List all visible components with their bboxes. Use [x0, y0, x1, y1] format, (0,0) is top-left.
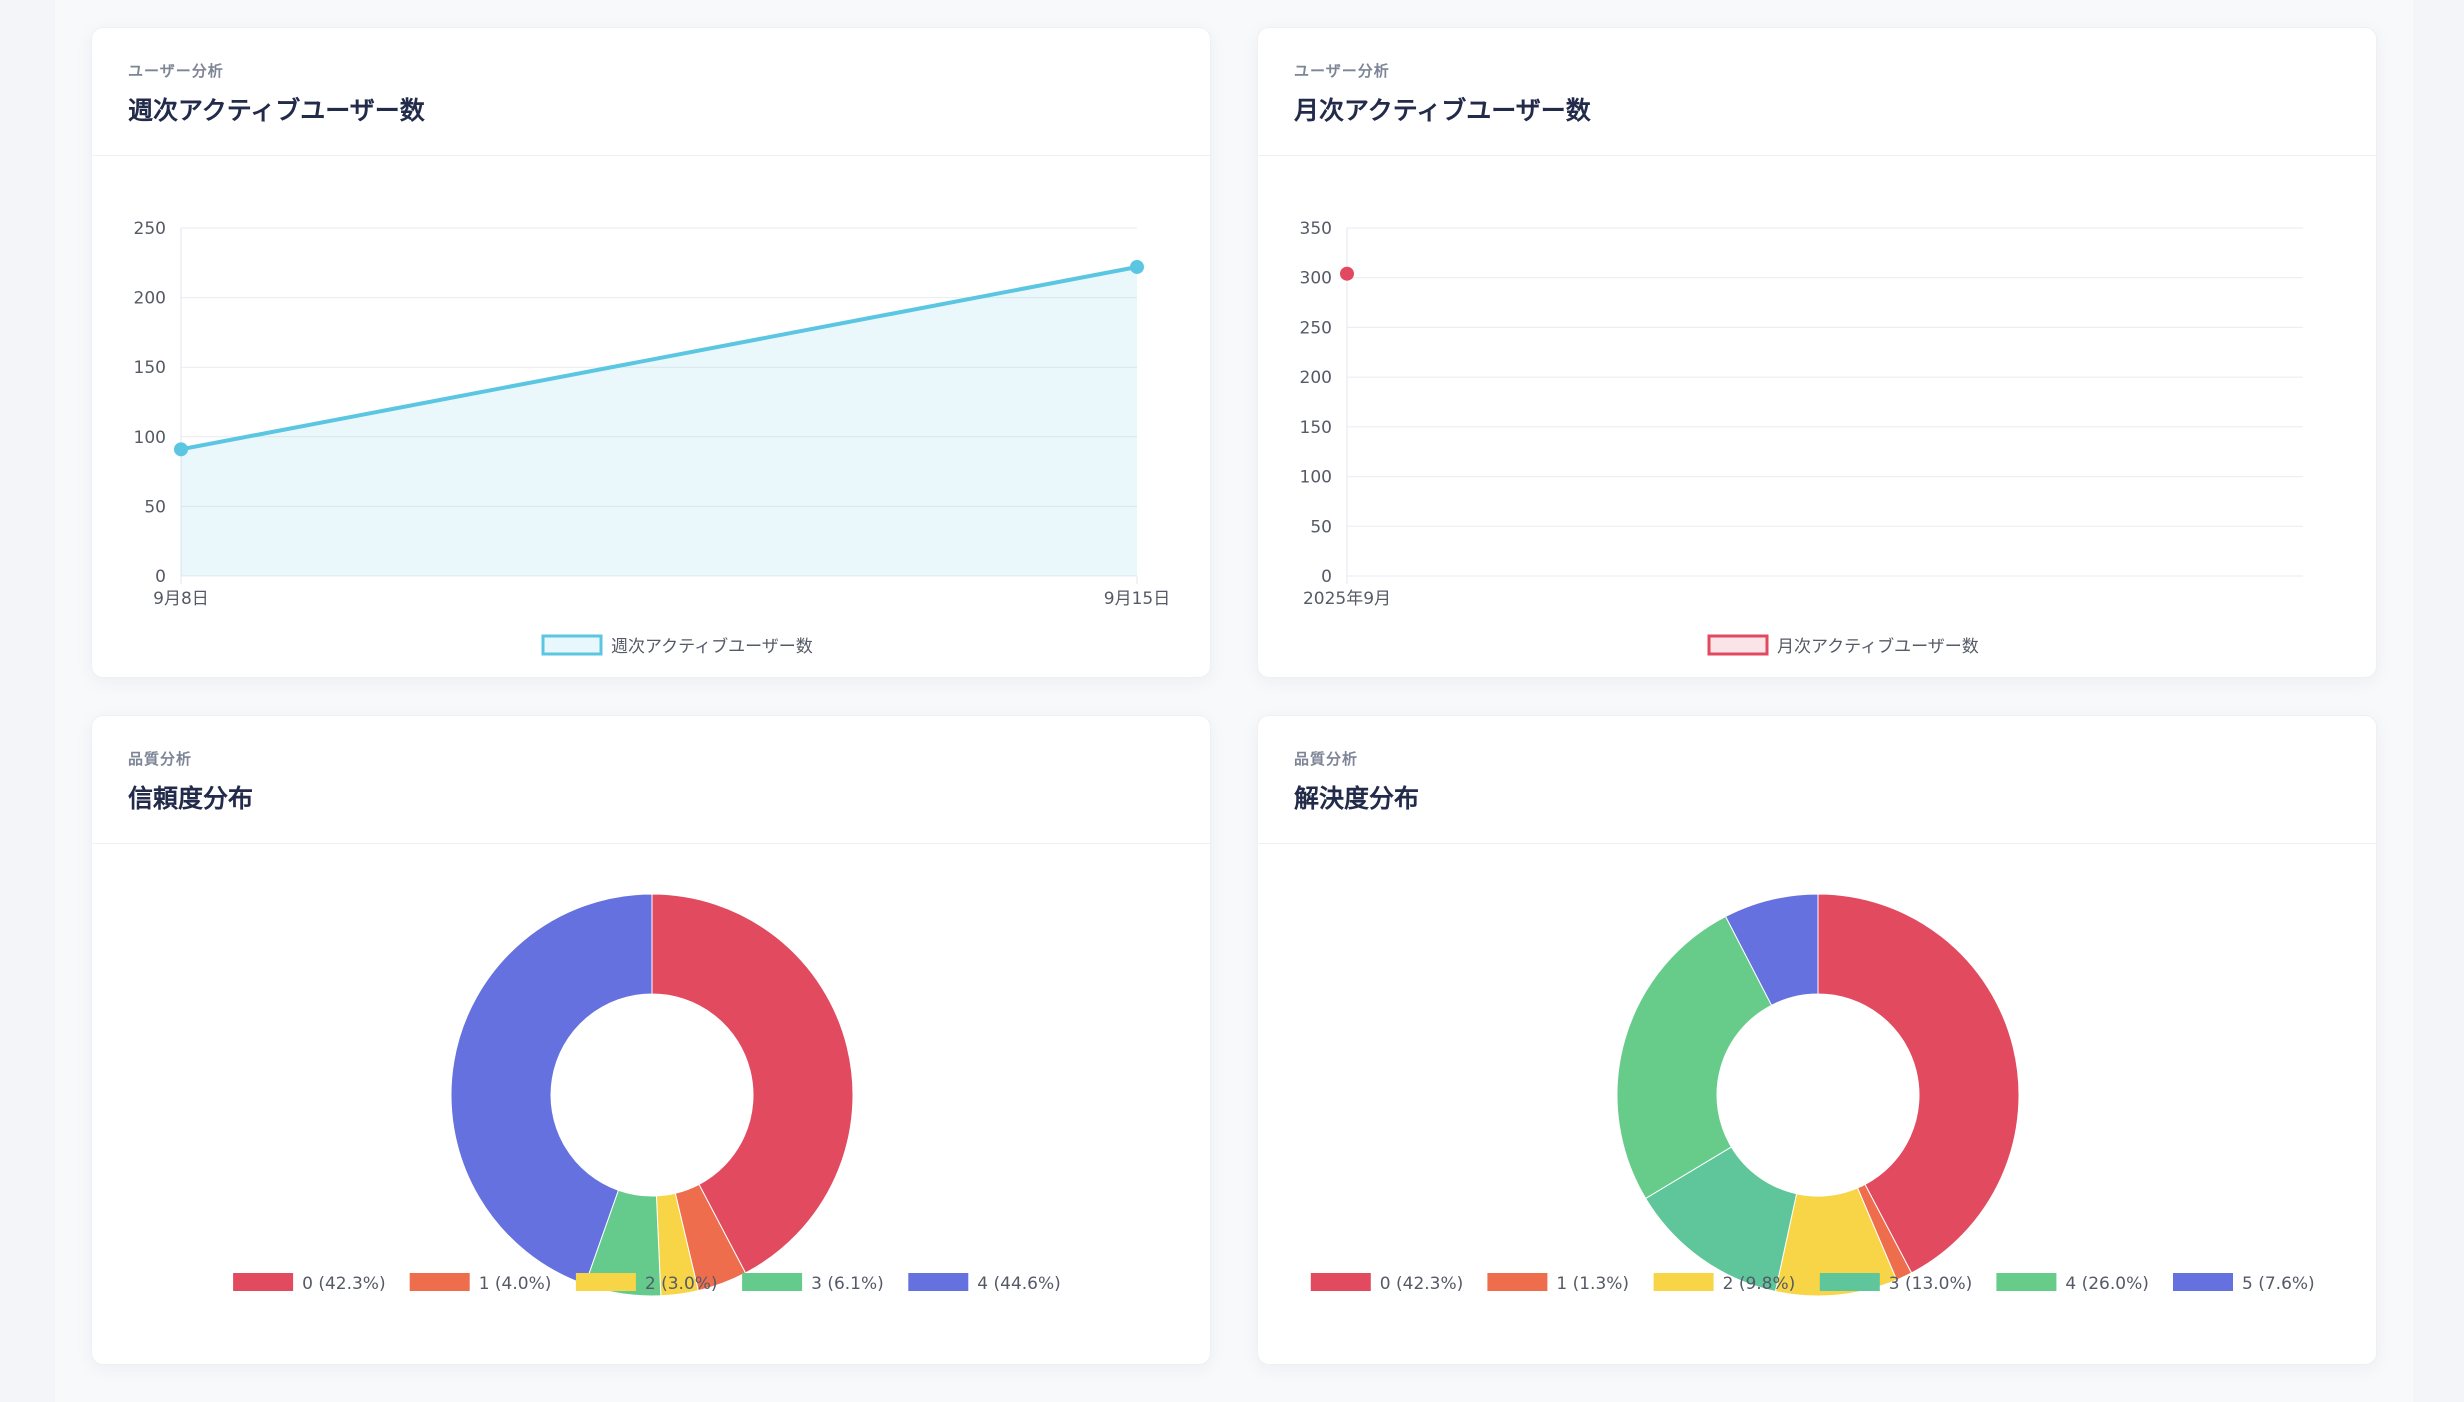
pie-slice	[1616, 915, 1773, 1200]
legend-swatch	[908, 1273, 969, 1291]
legend-label: 1 (4.0%)	[479, 1274, 552, 1294]
card-eyebrow: 品質分析	[128, 750, 193, 768]
x-tick-label: 2025年9月	[1303, 589, 1391, 609]
legend-label: 5 (7.6%)	[2242, 1274, 2315, 1294]
legend-label: 週次アクティブユーザー数	[611, 636, 813, 657]
y-tick-label: 150	[134, 358, 166, 378]
y-tick-label: 50	[1310, 517, 1332, 537]
legend-label: 1 (1.3%)	[1556, 1274, 1629, 1294]
y-tick-label: 200	[1300, 368, 1332, 388]
card-eyebrow: ユーザー分析	[128, 62, 224, 80]
legend-label: 0 (42.3%)	[302, 1274, 386, 1294]
resolution-distribution-card: 品質分析 解決度分布 0 (42.3%) 1 (1.3%) 2 (9.8%) 3 (1…	[1257, 715, 2377, 1365]
weekly-active-users-card: ユーザー分析 週次アクティブユーザー数 0 50 100 150 200 250 9月8日 9…	[91, 27, 1211, 678]
card-header: ユーザー分析 週次アクティブユーザー数	[92, 28, 1210, 156]
confidence-distribution-chart: 0 (42.3%) 1 (4.0%) 2 (3.0%) 3 (6.1%) 4 (44.6…	[233, 893, 1061, 1297]
legend-swatch	[1707, 634, 1769, 656]
x-tick-label: 9月8日	[153, 589, 209, 609]
x-tick-label: 9月15日	[1104, 589, 1170, 609]
pie-slice	[1817, 893, 2020, 1274]
legend-swatch	[541, 634, 603, 656]
card-header: ユーザー分析 月次アクティブユーザー数	[1258, 28, 2376, 156]
legend-label: 0 (42.3%)	[1380, 1274, 1464, 1294]
card-eyebrow: ユーザー分析	[1294, 62, 1390, 80]
monthly-active-users-card: ユーザー分析 月次アクティブユーザー数 0 50 100 150 200 250 300 35…	[1257, 27, 2377, 678]
legend-swatch	[742, 1273, 803, 1291]
y-tick-label: 0	[1321, 567, 1332, 587]
y-tick-label: 200	[134, 289, 166, 309]
pie-slice	[651, 893, 854, 1274]
legend-swatch	[1819, 1273, 1880, 1291]
y-tick-label: 250	[134, 219, 166, 239]
card-title: 週次アクティブユーザー数	[128, 96, 425, 125]
data-point	[1340, 266, 1354, 281]
card-header: 品質分析 信頼度分布	[92, 716, 1210, 844]
legend-swatch	[1653, 1273, 1714, 1291]
data-point	[1130, 259, 1144, 274]
legend-label: 3 (6.1%)	[811, 1274, 884, 1294]
legend-swatch	[1310, 1273, 1371, 1291]
legend-swatch	[1996, 1273, 2057, 1291]
y-tick-label: 250	[1300, 318, 1332, 338]
legend-label: 月次アクティブユーザー数	[1777, 636, 1979, 657]
y-tick-label: 100	[1300, 468, 1332, 488]
pie-slice	[450, 893, 653, 1286]
legend-swatch	[1487, 1273, 1548, 1291]
card-header: 品質分析 解決度分布	[1258, 716, 2376, 844]
pie-slice	[1724, 893, 1819, 1006]
y-tick-label: 350	[1300, 219, 1332, 239]
legend-label: 4 (44.6%)	[977, 1274, 1061, 1294]
legend-label: 2 (3.0%)	[645, 1274, 718, 1294]
legend-swatch	[409, 1273, 470, 1291]
legend-label: 2 (9.8%)	[1723, 1274, 1796, 1294]
y-tick-label: 100	[134, 428, 166, 448]
series-line	[180, 265, 1138, 452]
legend-swatch	[233, 1273, 294, 1291]
card-title: 解決度分布	[1294, 784, 1420, 813]
legend-label: 3 (13.0%)	[1889, 1274, 1973, 1294]
card-title: 月次アクティブユーザー数	[1294, 96, 1591, 125]
y-tick-label: 300	[1300, 269, 1332, 289]
legend-label: 4 (26.0%)	[2065, 1274, 2149, 1294]
confidence-distribution-card: 品質分析 信頼度分布 0 (42.3%) 1 (4.0%) 2 (3.0%) 3 (6…	[91, 715, 1211, 1365]
y-tick-label: 0	[155, 567, 166, 587]
legend-swatch	[575, 1273, 636, 1291]
data-point	[174, 442, 188, 457]
card-eyebrow: 品質分析	[1294, 750, 1359, 768]
legend-swatch	[2173, 1273, 2233, 1291]
resolution-distribution-chart: 0 (42.3%) 1 (1.3%) 2 (9.8%) 3 (13.0%) 4 (26.…	[1310, 893, 2315, 1297]
y-tick-label: 150	[1300, 418, 1332, 438]
series-area-fill	[181, 266, 1137, 576]
y-tick-label: 50	[144, 497, 166, 517]
card-title: 信頼度分布	[128, 784, 254, 813]
